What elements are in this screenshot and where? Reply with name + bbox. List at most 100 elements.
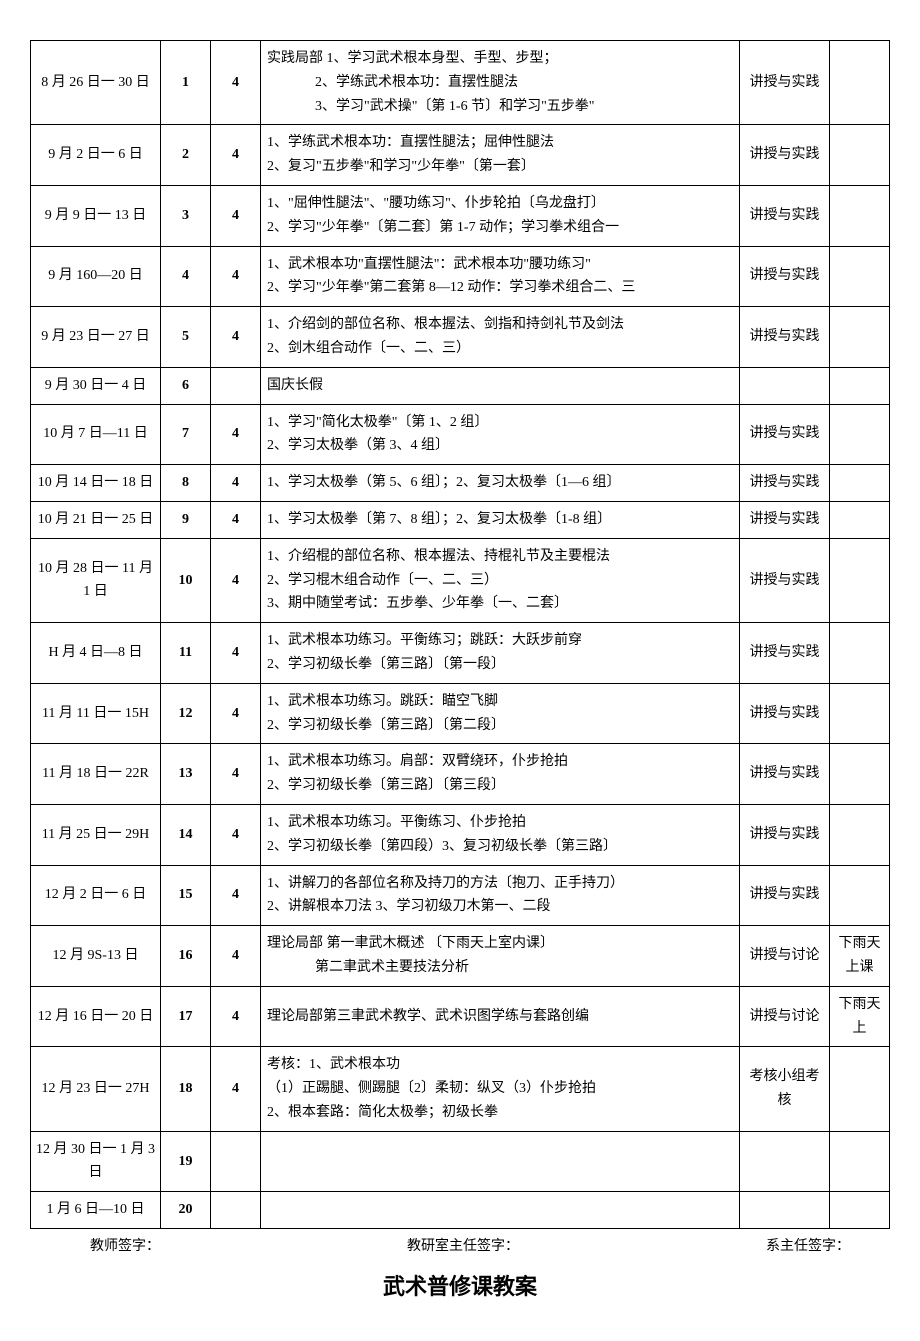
date-cell: 9 月 30 日一 4 日: [31, 367, 161, 404]
note-cell: [830, 125, 890, 186]
method-cell: 讲授与实践: [740, 465, 830, 502]
week-cell: 5: [161, 307, 211, 368]
page: 8 月 26 日一 30 日14实践局部 1、学习武术根本身型、手型、步型；2、…: [30, 40, 890, 1301]
hours-cell: 4: [211, 404, 261, 465]
table-row: 10 月 14 日一 18 日841、学习太极拳（第 5、6 组〕；2、复习太极…: [31, 465, 890, 502]
content-line: 3、期中随堂考试：五步拳、少年拳〔一、二套〕: [267, 592, 735, 616]
date-cell: 11 月 25 日一 29H: [31, 804, 161, 865]
table-row: 10 月 28 日一 11 月 1 日1041、介绍棍的部位名称、根本握法、持棍…: [31, 538, 890, 622]
method-cell: 讲授与讨论: [740, 986, 830, 1047]
method-cell: 讲授与实践: [740, 185, 830, 246]
content-cell: 1、介绍剑的部位名称、根本握法、剑指和持剑礼节及剑法2、剑木组合动作〔一、二、三…: [261, 307, 740, 368]
week-cell: 15: [161, 865, 211, 926]
method-cell: [740, 1192, 830, 1229]
table-row: 9 月 160—20 日441、武术根本功"直摆性腿法"：武术根本功"腰功练习"…: [31, 246, 890, 307]
content-line: 2、学习初级长拳〔第三路〕〔第二段〕: [267, 714, 735, 738]
note-cell: [830, 683, 890, 744]
hours-cell: 4: [211, 865, 261, 926]
note-cell: [830, 404, 890, 465]
content-line: 2、学习初级长拳〔第三路〕〔第一段〕: [267, 653, 735, 677]
dean-sign: 系主任签字：: [766, 1235, 850, 1255]
content-line: 1、学习"简化太极拳"〔第 1、2 组〕: [267, 411, 735, 435]
content-cell: 1、武术根本功练习。跳跃：瞄空飞脚2、学习初级长拳〔第三路〕〔第二段〕: [261, 683, 740, 744]
content-line: 2、学习初级长拳〔第四段）3、复习初级长拳〔第三路〕: [267, 835, 735, 859]
hours-cell: 4: [211, 538, 261, 622]
date-cell: 12 月 2 日一 6 日: [31, 865, 161, 926]
week-cell: 12: [161, 683, 211, 744]
hours-cell: 4: [211, 465, 261, 502]
content-line: 1、学习太极拳（第 5、6 组〕；2、复习太极拳〔1—6 组〕: [267, 471, 735, 495]
table-row: 12 月 23 日一 27H184考核：1、武术根本功（1）正踢腿、侧踢腿〔2〕…: [31, 1047, 890, 1131]
hours-cell: 4: [211, 41, 261, 125]
content-line: 理论局部 第一聿武木概述 〔下雨天上室内课〕: [267, 932, 735, 956]
content-line: 2、学习初级长拳〔第三路〕〔第三段〕: [267, 774, 735, 798]
week-cell: 7: [161, 404, 211, 465]
content-line: 1、武术根本功练习。肩部：双臂绕环，仆步抢拍: [267, 750, 735, 774]
table-row: 12 月 16 日一 20 日174理论局部第三聿武术教学、武术识图学练与套路创…: [31, 986, 890, 1047]
date-cell: 8 月 26 日一 30 日: [31, 41, 161, 125]
content-line: 2、剑木组合动作〔一、二、三）: [267, 337, 735, 361]
week-cell: 1: [161, 41, 211, 125]
note-cell: [830, 185, 890, 246]
note-cell: [830, 246, 890, 307]
date-cell: H 月 4 日—8 日: [31, 623, 161, 684]
date-cell: 11 月 11 日一 15H: [31, 683, 161, 744]
note-cell: [830, 865, 890, 926]
table-row: 11 月 11 日一 15H1241、武术根本功练习。跳跃：瞄空飞脚2、学习初级…: [31, 683, 890, 744]
note-cell: [830, 367, 890, 404]
content-line: 1、"屈伸性腿法"、"腰功练习"、仆步轮拍〔乌龙盘打〕: [267, 192, 735, 216]
office-sign: 教研室主任签字：: [407, 1235, 519, 1255]
week-cell: 18: [161, 1047, 211, 1131]
content-cell: 国庆长假: [261, 367, 740, 404]
content-line: 1、武术根本功练习。平衡练习；跳跃：大跃步前穿: [267, 629, 735, 653]
method-cell: 讲授与实践: [740, 804, 830, 865]
content-cell: [261, 1192, 740, 1229]
content-line: 国庆长假: [267, 374, 735, 398]
content-cell: 理论局部第三聿武术教学、武术识图学练与套路创编: [261, 986, 740, 1047]
hours-cell: 4: [211, 804, 261, 865]
note-cell: [830, 41, 890, 125]
hours-cell: 4: [211, 744, 261, 805]
hours-cell: 4: [211, 623, 261, 684]
table-row: 11 月 25 日一 29H1441、武术根本功练习。平衡练习、仆步抢拍2、学习…: [31, 804, 890, 865]
hours-cell: 4: [211, 683, 261, 744]
content-line: 2、讲解根本刀法 3、学习初级刀木第一、二段: [267, 895, 735, 919]
method-cell: 讲授与实践: [740, 41, 830, 125]
content-cell: 实践局部 1、学习武术根本身型、手型、步型；2、学练武术根本功：直摆性腿法3、学…: [261, 41, 740, 125]
content-cell: 1、讲解刀的各部位名称及持刀的方法〔抱刀、正手持刀）2、讲解根本刀法 3、学习初…: [261, 865, 740, 926]
content-cell: 1、学习太极拳〔第 7、8 组〕；2、复习太极拳〔1-8 组〕: [261, 501, 740, 538]
content-line: 1、介绍棍的部位名称、根本握法、持棍礼节及主要棍法: [267, 545, 735, 569]
content-line: （1）正踢腿、侧踢腿〔2〕柔韧：纵叉（3）仆步抢拍: [267, 1077, 735, 1101]
hours-cell: 4: [211, 125, 261, 186]
table-row: H 月 4 日—8 日1141、武术根本功练习。平衡练习；跳跃：大跃步前穿2、学…: [31, 623, 890, 684]
table-row: 12 月 9S-13 日164理论局部 第一聿武木概述 〔下雨天上室内课〕第二聿…: [31, 926, 890, 987]
method-cell: 讲授与实践: [740, 125, 830, 186]
content-line: 1、讲解刀的各部位名称及持刀的方法〔抱刀、正手持刀）: [267, 872, 735, 896]
date-cell: 10 月 28 日一 11 月 1 日: [31, 538, 161, 622]
method-cell: 讲授与实践: [740, 623, 830, 684]
method-cell: 讲授与实践: [740, 307, 830, 368]
date-cell: 11 月 18 日一 22R: [31, 744, 161, 805]
hours-cell: 4: [211, 1047, 261, 1131]
content-cell: 1、"屈伸性腿法"、"腰功练习"、仆步轮拍〔乌龙盘打〕2、学习"少年拳"〔第二套…: [261, 185, 740, 246]
week-cell: 4: [161, 246, 211, 307]
content-line: 第二聿武术主要技法分析: [267, 956, 735, 980]
method-cell: [740, 1131, 830, 1192]
table-row: 12 月 2 日一 6 日1541、讲解刀的各部位名称及持刀的方法〔抱刀、正手持…: [31, 865, 890, 926]
content-line: 考核：1、武术根本功: [267, 1053, 735, 1077]
content-line: 2、学习"少年拳"〔第二套〕第 1-7 动作；学习拳术组合一: [267, 216, 735, 240]
content-line: 实践局部 1、学习武术根本身型、手型、步型；: [267, 47, 735, 71]
date-cell: 10 月 7 日—11 日: [31, 404, 161, 465]
date-cell: 10 月 14 日一 18 日: [31, 465, 161, 502]
table-row: 9 月 2 日一 6 日241、学练武术根本功：直摆性腿法；屈伸性腿法2、复习"…: [31, 125, 890, 186]
week-cell: 14: [161, 804, 211, 865]
content-cell: 1、武术根本功"直摆性腿法"：武术根本功"腰功练习"2、学习"少年拳"第二套第 …: [261, 246, 740, 307]
method-cell: 讲授与实践: [740, 865, 830, 926]
table-row: 11 月 18 日一 22R1341、武术根本功练习。肩部：双臂绕环，仆步抢拍2…: [31, 744, 890, 805]
content-line: 3、学习"武术操"〔第 1-6 节〕和学习"五步拳": [267, 95, 735, 119]
date-cell: 1 月 6 日—10 日: [31, 1192, 161, 1229]
content-line: 理论局部第三聿武术教学、武术识图学练与套路创编: [267, 1005, 735, 1029]
page-title: 武术普修课教案: [30, 1255, 890, 1301]
content-line: 1、武术根本功练习。平衡练习、仆步抢拍: [267, 811, 735, 835]
note-cell: [830, 623, 890, 684]
